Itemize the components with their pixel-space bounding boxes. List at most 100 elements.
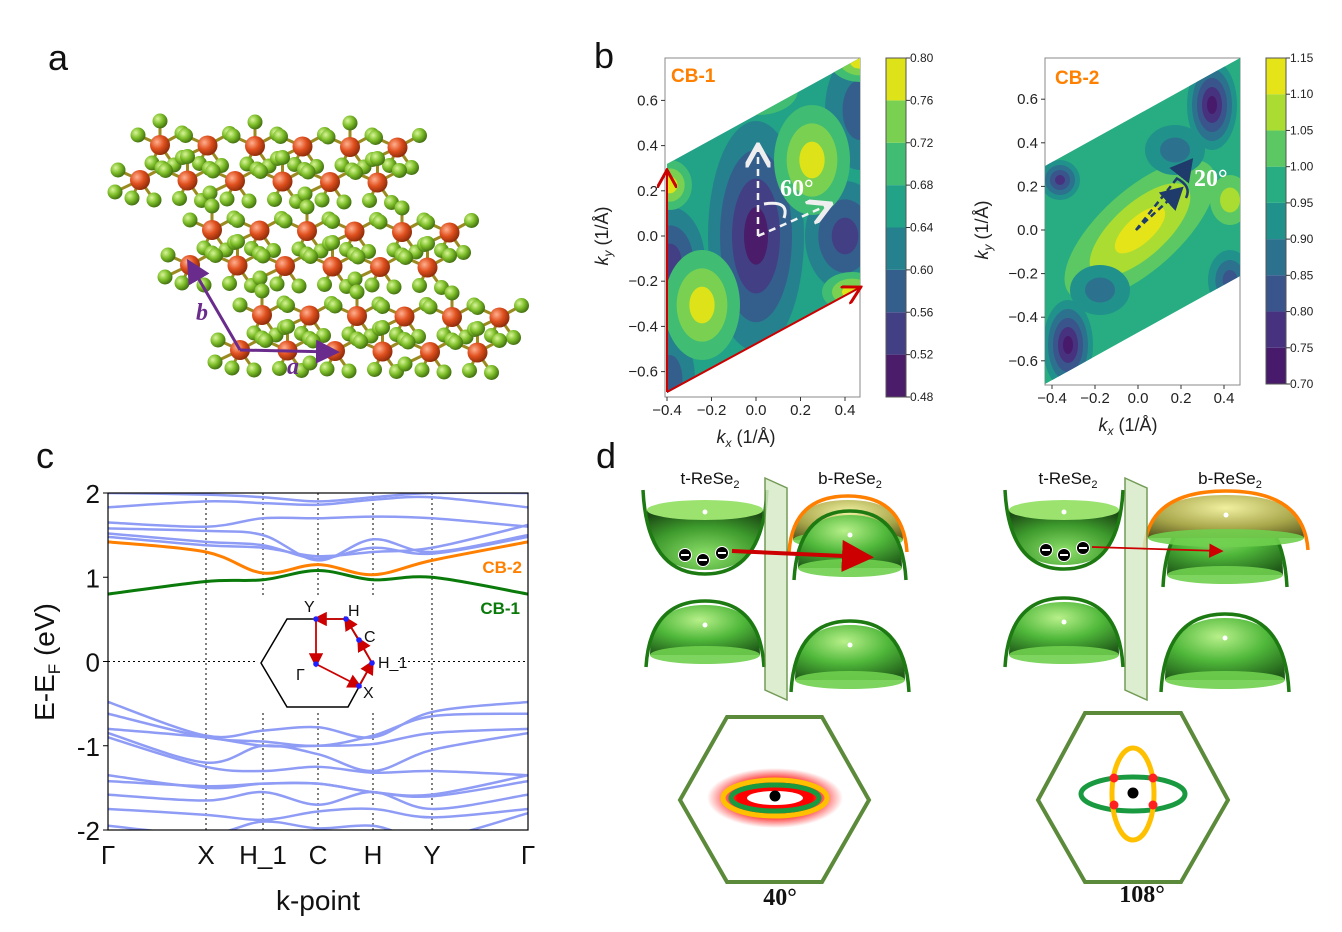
se-atom [462, 363, 477, 378]
y-axis-label: ky (1/Å) [592, 206, 615, 265]
se-atom [252, 270, 268, 286]
se-atom [302, 355, 318, 371]
re-atom [249, 220, 270, 241]
contour-level [1055, 175, 1065, 185]
se-atom [353, 334, 368, 349]
band-curve [1003, 489, 1125, 571]
re-atom [347, 306, 367, 326]
dome-base [1167, 566, 1283, 584]
brillouin-zone-inset: Y HCH_1 Γ X [255, 595, 407, 713]
contour-level [1220, 187, 1240, 213]
y-tick-label: −0.4 [628, 318, 658, 335]
contour-level [1207, 96, 1217, 114]
se-atom [362, 193, 377, 208]
se-atom [157, 269, 173, 285]
band-line [108, 731, 528, 773]
colorbar-band [886, 185, 906, 228]
label-t-rese2: t-ReSe2 [1038, 469, 1097, 491]
se-atom [372, 214, 388, 230]
colorbar: 1.15 1.10 1.05 1.00 0.95 0.90 0.85 0.80 0.75 0.70 [1265, 51, 1314, 391]
se-atom [492, 333, 507, 348]
highlight [702, 622, 708, 628]
band-curve [792, 509, 908, 581]
lattice-vector-a [239, 339, 340, 364]
colorbar-tick-label: 0.70 [1290, 377, 1314, 391]
re-atom [320, 172, 340, 192]
dome-base [1165, 671, 1285, 689]
band-cb-1 [108, 569, 528, 596]
angle-arc-icon [763, 201, 787, 219]
kpoint-dot [343, 616, 349, 622]
path-arrow [315, 663, 363, 688]
band-line [108, 493, 528, 503]
se-atom [336, 194, 352, 210]
x-tick-label: X [197, 840, 214, 870]
band-line [108, 523, 528, 558]
x-tick-label: −0.2 [1080, 390, 1110, 407]
se-atom [342, 115, 358, 131]
b-rese2-vb-dome [789, 619, 911, 693]
colorbar-tick-label: 0.64 [910, 221, 934, 235]
se-atom [368, 130, 383, 145]
x-tick-label: C [309, 840, 328, 870]
t-rese2-cb-bowl [641, 489, 769, 576]
se-atom [420, 236, 435, 251]
highlight [702, 509, 708, 515]
t-rese2-vb-dome [644, 599, 766, 668]
contour-level [830, 58, 860, 82]
fermi-contour-cb1 [1078, 774, 1188, 814]
se-atom [397, 356, 413, 372]
interface-plane [1124, 476, 1148, 702]
re-atom [322, 256, 343, 277]
se-atom [275, 150, 290, 165]
colorbar-band [1266, 311, 1286, 348]
se-atom [247, 114, 263, 130]
se-atom [470, 321, 485, 336]
re-atom [299, 305, 320, 326]
highlight [847, 642, 853, 648]
se-atom [224, 360, 240, 376]
x-axis-label: kx (1/Å) [1098, 415, 1157, 438]
y-tick-label: 0.2 [637, 183, 658, 200]
se-atom [297, 186, 313, 202]
plot-title: CB-1 [671, 66, 716, 87]
x-tick-label: 0.4 [835, 402, 856, 419]
y-tick-label: 0.0 [1017, 222, 1038, 239]
dome-base [795, 671, 905, 689]
colorbar-tick-label: 0.76 [910, 93, 934, 107]
se-atom [272, 361, 287, 376]
re-atom [297, 221, 317, 241]
x-tick-label: 0.0 [1128, 390, 1149, 407]
colorbar-tick-label: 0.80 [1290, 305, 1314, 319]
re-atom [370, 257, 390, 277]
y-tick-label: 0.6 [1017, 91, 1038, 108]
se-atom [386, 279, 402, 295]
t-rese2-cb-bowl [1003, 489, 1125, 571]
colorbar-tick-label: 0.52 [910, 348, 934, 362]
se-atom [130, 127, 146, 143]
se-atom [225, 128, 241, 144]
inset-kpoint-label: H [348, 603, 360, 620]
band-line [108, 807, 528, 822]
series-label-cb1: CB-1 [480, 599, 520, 618]
se-atom [277, 213, 293, 229]
inset-background [255, 595, 395, 713]
se-atom [320, 129, 336, 145]
gamma-point [1127, 787, 1139, 799]
label-t-rese2: t-ReSe2 [680, 469, 739, 491]
y-tick-label: 0.4 [1017, 135, 1038, 152]
re-atom [392, 222, 412, 242]
y-axis-label: E-EF (eV) [29, 603, 64, 721]
contour-level [799, 141, 825, 179]
se-atom [470, 300, 485, 315]
colorbar-tick-label: 1.05 [1290, 123, 1314, 137]
y-tick-label: -2 [77, 816, 100, 846]
highlight [847, 532, 853, 538]
inset-kpoint-label: H_1 [378, 655, 407, 672]
lattice-vector-b [186, 258, 242, 351]
schematic-d: t-ReSe2 b-ReSe2 t-ReSe2 b-ReSe2 40° 108° [641, 469, 1310, 911]
highlight [1223, 512, 1229, 518]
y-tick-label: −0.6 [1008, 353, 1038, 370]
